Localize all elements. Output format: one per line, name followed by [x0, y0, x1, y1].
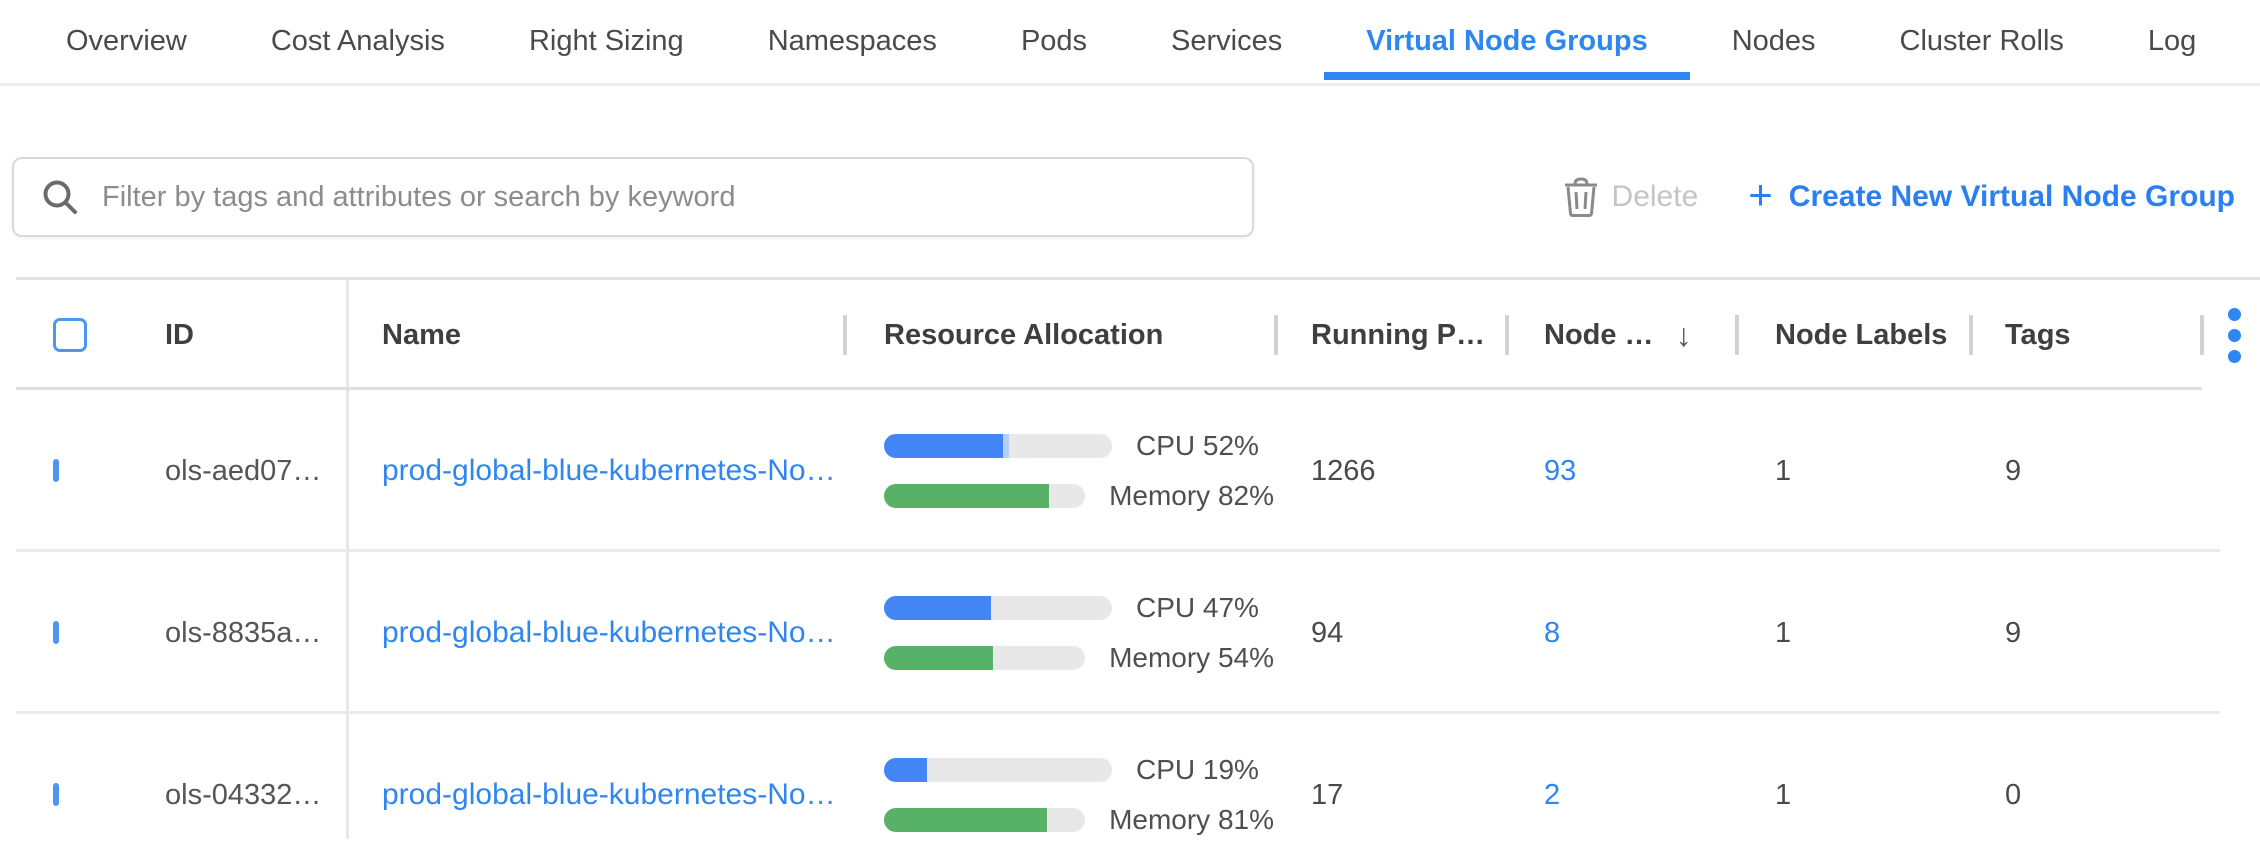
table-top-border: [16, 277, 2260, 280]
vng-id: ols-04332…: [165, 778, 322, 811]
id-name-column-divider: [346, 280, 349, 839]
vng-name-link[interactable]: prod-global-blue-kubernetes-No…: [382, 778, 836, 811]
tags-count: 9: [2005, 454, 2022, 487]
tab-services[interactable]: Services: [1171, 25, 1283, 57]
create-new-virtual-node-group-button[interactable]: + Create New Virtual Node Group: [1748, 171, 2235, 218]
cpu-usage-bar: [884, 758, 1112, 782]
cpu-usage-label: CPU 19%: [1136, 754, 1259, 785]
tab-log[interactable]: Log: [2147, 25, 2197, 57]
table-row: ols-8835a… prod-global-blue-kubernetes-N…: [0, 552, 2260, 714]
toolbar: Delete + Create New Virtual Node Group: [0, 86, 2260, 277]
node-labels-count: 1: [1775, 616, 1792, 649]
search-input[interactable]: [102, 180, 1228, 214]
node-count-link[interactable]: 93: [1544, 454, 1577, 487]
row-checkbox[interactable]: [53, 621, 59, 644]
resource-allocation-cell: CPU 52% Memory 82%: [843, 430, 1274, 512]
cpu-usage-bar: [884, 434, 1112, 458]
sort-descending-icon[interactable]: ↓: [1675, 316, 1692, 353]
running-pods-count: 17: [1311, 778, 1344, 811]
column-header-id[interactable]: ID: [165, 318, 194, 351]
plus-icon: +: [1748, 171, 1773, 218]
column-options-menu-icon[interactable]: [2228, 307, 2241, 363]
row-checkbox[interactable]: [53, 783, 59, 806]
tab-cluster-rolls[interactable]: Cluster Rolls: [1899, 25, 2064, 57]
vng-name-link[interactable]: prod-global-blue-kubernetes-No…: [382, 454, 836, 487]
vng-id: ols-aed07…: [165, 454, 322, 487]
memory-usage-bar: [884, 646, 1086, 670]
cpu-usage-bar: [884, 596, 1112, 620]
page-tabs: Overview Cost Analysis Right Sizing Name…: [0, 0, 2260, 86]
resource-allocation-cell: CPU 19% Memory 81%: [843, 754, 1274, 836]
row-checkbox[interactable]: [53, 459, 59, 482]
column-header-nodes[interactable]: Node … ↓: [1505, 315, 1735, 355]
virtual-node-groups-table: ID Name Resource Allocation Running P… N…: [0, 277, 2260, 839]
running-pods-count: 94: [1311, 616, 1344, 649]
node-count-link[interactable]: 8: [1544, 616, 1561, 649]
trash-icon: [1564, 177, 1597, 217]
memory-usage-bar: [884, 808, 1086, 832]
cpu-usage-label: CPU 47%: [1136, 592, 1259, 623]
create-button-label: Create New Virtual Node Group: [1788, 180, 2235, 213]
running-pods-count: 1266: [1311, 454, 1376, 487]
tags-count: 9: [2005, 616, 2022, 649]
memory-usage-bar: [884, 484, 1086, 508]
table-row: ols-04332… prod-global-blue-kubernetes-N…: [0, 714, 2260, 839]
vng-name-link[interactable]: prod-global-blue-kubernetes-No…: [382, 616, 836, 649]
cpu-usage-label: CPU 52%: [1136, 430, 1259, 461]
tab-nodes[interactable]: Nodes: [1731, 25, 1816, 57]
node-labels-count: 1: [1775, 454, 1792, 487]
node-labels-count: 1: [1775, 778, 1792, 811]
column-header-name[interactable]: Name: [382, 318, 461, 351]
search-icon: [43, 180, 77, 214]
column-header-nodes-label: Node …: [1544, 318, 1654, 351]
select-all-checkbox[interactable]: [53, 318, 87, 352]
filter-search-box[interactable]: [12, 157, 1254, 237]
tab-cost-analysis[interactable]: Cost Analysis: [270, 25, 445, 57]
delete-button-label: Delete: [1611, 180, 1699, 213]
column-options-cell: [2200, 280, 2260, 390]
memory-usage-label: Memory 82%: [1109, 480, 1274, 511]
vng-id: ols-8835a…: [165, 616, 322, 649]
resource-allocation-cell: CPU 47% Memory 54%: [843, 592, 1274, 674]
toolbar-actions: Delete + Create New Virtual Node Group: [1564, 157, 2235, 237]
column-header-running-pods[interactable]: Running P…: [1274, 315, 1505, 355]
memory-usage-label: Memory 54%: [1109, 642, 1274, 673]
table-row: ols-aed07… prod-global-blue-kubernetes-N…: [0, 390, 2260, 552]
tags-count: 0: [2005, 778, 2022, 811]
delete-button[interactable]: Delete: [1564, 177, 1699, 217]
table-header-row: ID Name Resource Allocation Running P… N…: [0, 280, 2260, 390]
memory-usage-label: Memory 81%: [1109, 804, 1274, 835]
tab-virtual-node-groups[interactable]: Virtual Node Groups: [1324, 0, 1691, 83]
column-header-node-labels[interactable]: Node Labels: [1735, 315, 1969, 355]
column-header-tags[interactable]: Tags: [1969, 315, 2200, 355]
tab-right-sizing[interactable]: Right Sizing: [528, 25, 684, 57]
tab-namespaces[interactable]: Namespaces: [767, 25, 937, 57]
tab-overview[interactable]: Overview: [66, 25, 187, 57]
column-header-resource-allocation[interactable]: Resource Allocation: [843, 315, 1274, 355]
tab-pods[interactable]: Pods: [1020, 25, 1088, 57]
node-count-link[interactable]: 2: [1544, 778, 1561, 811]
